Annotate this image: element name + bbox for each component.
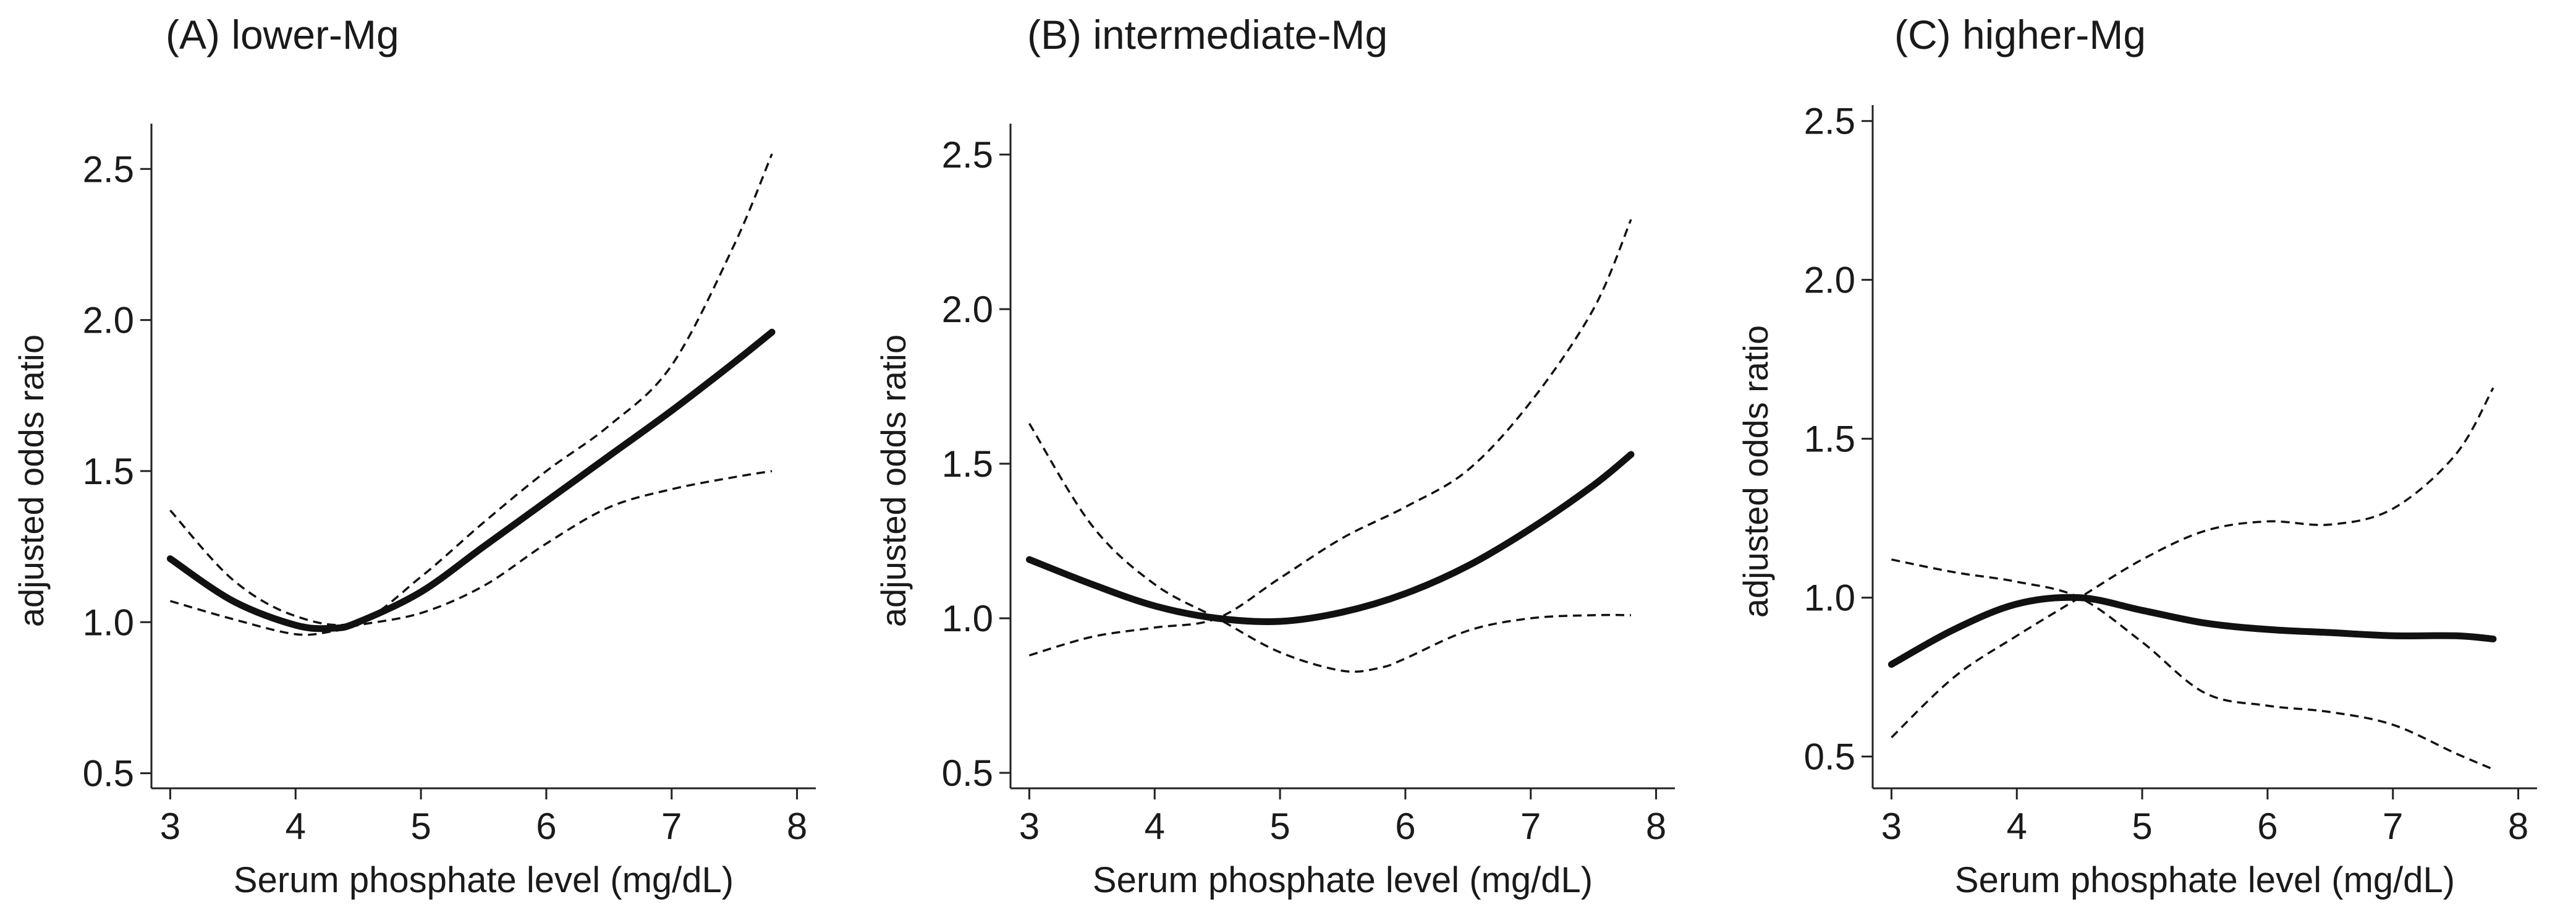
x-tick-label: 3: [1881, 806, 1902, 847]
y-tick-label: 1.0: [1804, 577, 1855, 619]
y-tick-label: 2.0: [1804, 260, 1855, 301]
x-tick-label: 7: [1520, 806, 1541, 847]
x-tick-label: 8: [787, 806, 807, 847]
series-line-lower-ci: [1891, 387, 2494, 739]
x-tick-label: 5: [2132, 806, 2152, 847]
y-tick-label: 1.0: [942, 598, 993, 639]
panel-title: (C) higher-Mg: [1894, 12, 2146, 58]
y-tick-label: 1.5: [83, 451, 134, 492]
x-tick-label: 8: [2508, 806, 2528, 847]
y-tick-label: 0.5: [942, 752, 993, 794]
y-tick-label: 2.5: [942, 134, 993, 176]
series-line-odds-ratio: [1888, 594, 2497, 668]
y-tick-label: 2.0: [83, 300, 134, 341]
y-axis-label: adjusted odds ratio: [1736, 325, 1775, 618]
series-line-lower-ci: [1028, 219, 1632, 657]
x-tick-label: 4: [286, 806, 306, 847]
x-axis-label: Serum phosphate level (mg/dL): [1955, 860, 2455, 900]
x-tick-label: 7: [2383, 806, 2403, 847]
x-tick-label: 6: [1395, 806, 1415, 847]
series-line-odds-ratio: [1025, 451, 1635, 626]
series-line-upper-ci: [169, 153, 773, 626]
x-tick-label: 7: [661, 806, 682, 847]
x-tick-label: 5: [1269, 806, 1290, 847]
y-tick-label: 2.5: [83, 148, 134, 190]
chart-lower-mg: 0.5 1.0 1.5 2.0 2.5 3 4 5 6 7 8 Serum phosphate lev…: [12, 124, 816, 900]
x-tick-label: 3: [1019, 806, 1040, 847]
series-line-odds-ratio: [166, 328, 776, 632]
x-tick-label: 8: [1646, 806, 1666, 847]
y-tick-label: 2.0: [942, 289, 993, 330]
x-tick-label: 3: [160, 806, 180, 847]
x-tick-label: 5: [410, 806, 431, 847]
y-tick-label: 2.5: [1804, 101, 1855, 142]
panel-title: (A) lower-Mg: [166, 12, 399, 58]
x-tick-label: 4: [2007, 806, 2027, 847]
series-line-upper-ci: [1891, 558, 2494, 770]
x-axis-label: Serum phosphate level (mg/dL): [1093, 860, 1593, 900]
x-axis-label: Serum phosphate level (mg/dL): [234, 860, 734, 900]
y-tick-label: 0.5: [1804, 736, 1855, 778]
y-axis-label: adjusted odds ratio: [12, 334, 51, 627]
chart-intermediate-mg: 0.5 1.0 1.5 2.0 2.5 3 4 5 6 7 8 Serum phosphate lev…: [874, 124, 1675, 900]
x-tick-label: 6: [2257, 806, 2277, 847]
y-tick-label: 0.5: [83, 753, 134, 794]
series-line-lower-ci: [169, 470, 773, 636]
panel-title: (B) intermediate-Mg: [1027, 12, 1388, 58]
y-tick-label: 1.0: [83, 602, 134, 643]
x-tick-label: 6: [536, 806, 556, 847]
y-axis-label: adjusted odds ratio: [874, 334, 913, 627]
y-tick-label: 1.5: [1804, 419, 1855, 460]
x-tick-label: 4: [1145, 806, 1165, 847]
y-tick-label: 1.5: [942, 443, 993, 485]
series-line-upper-ci: [1028, 423, 1632, 673]
